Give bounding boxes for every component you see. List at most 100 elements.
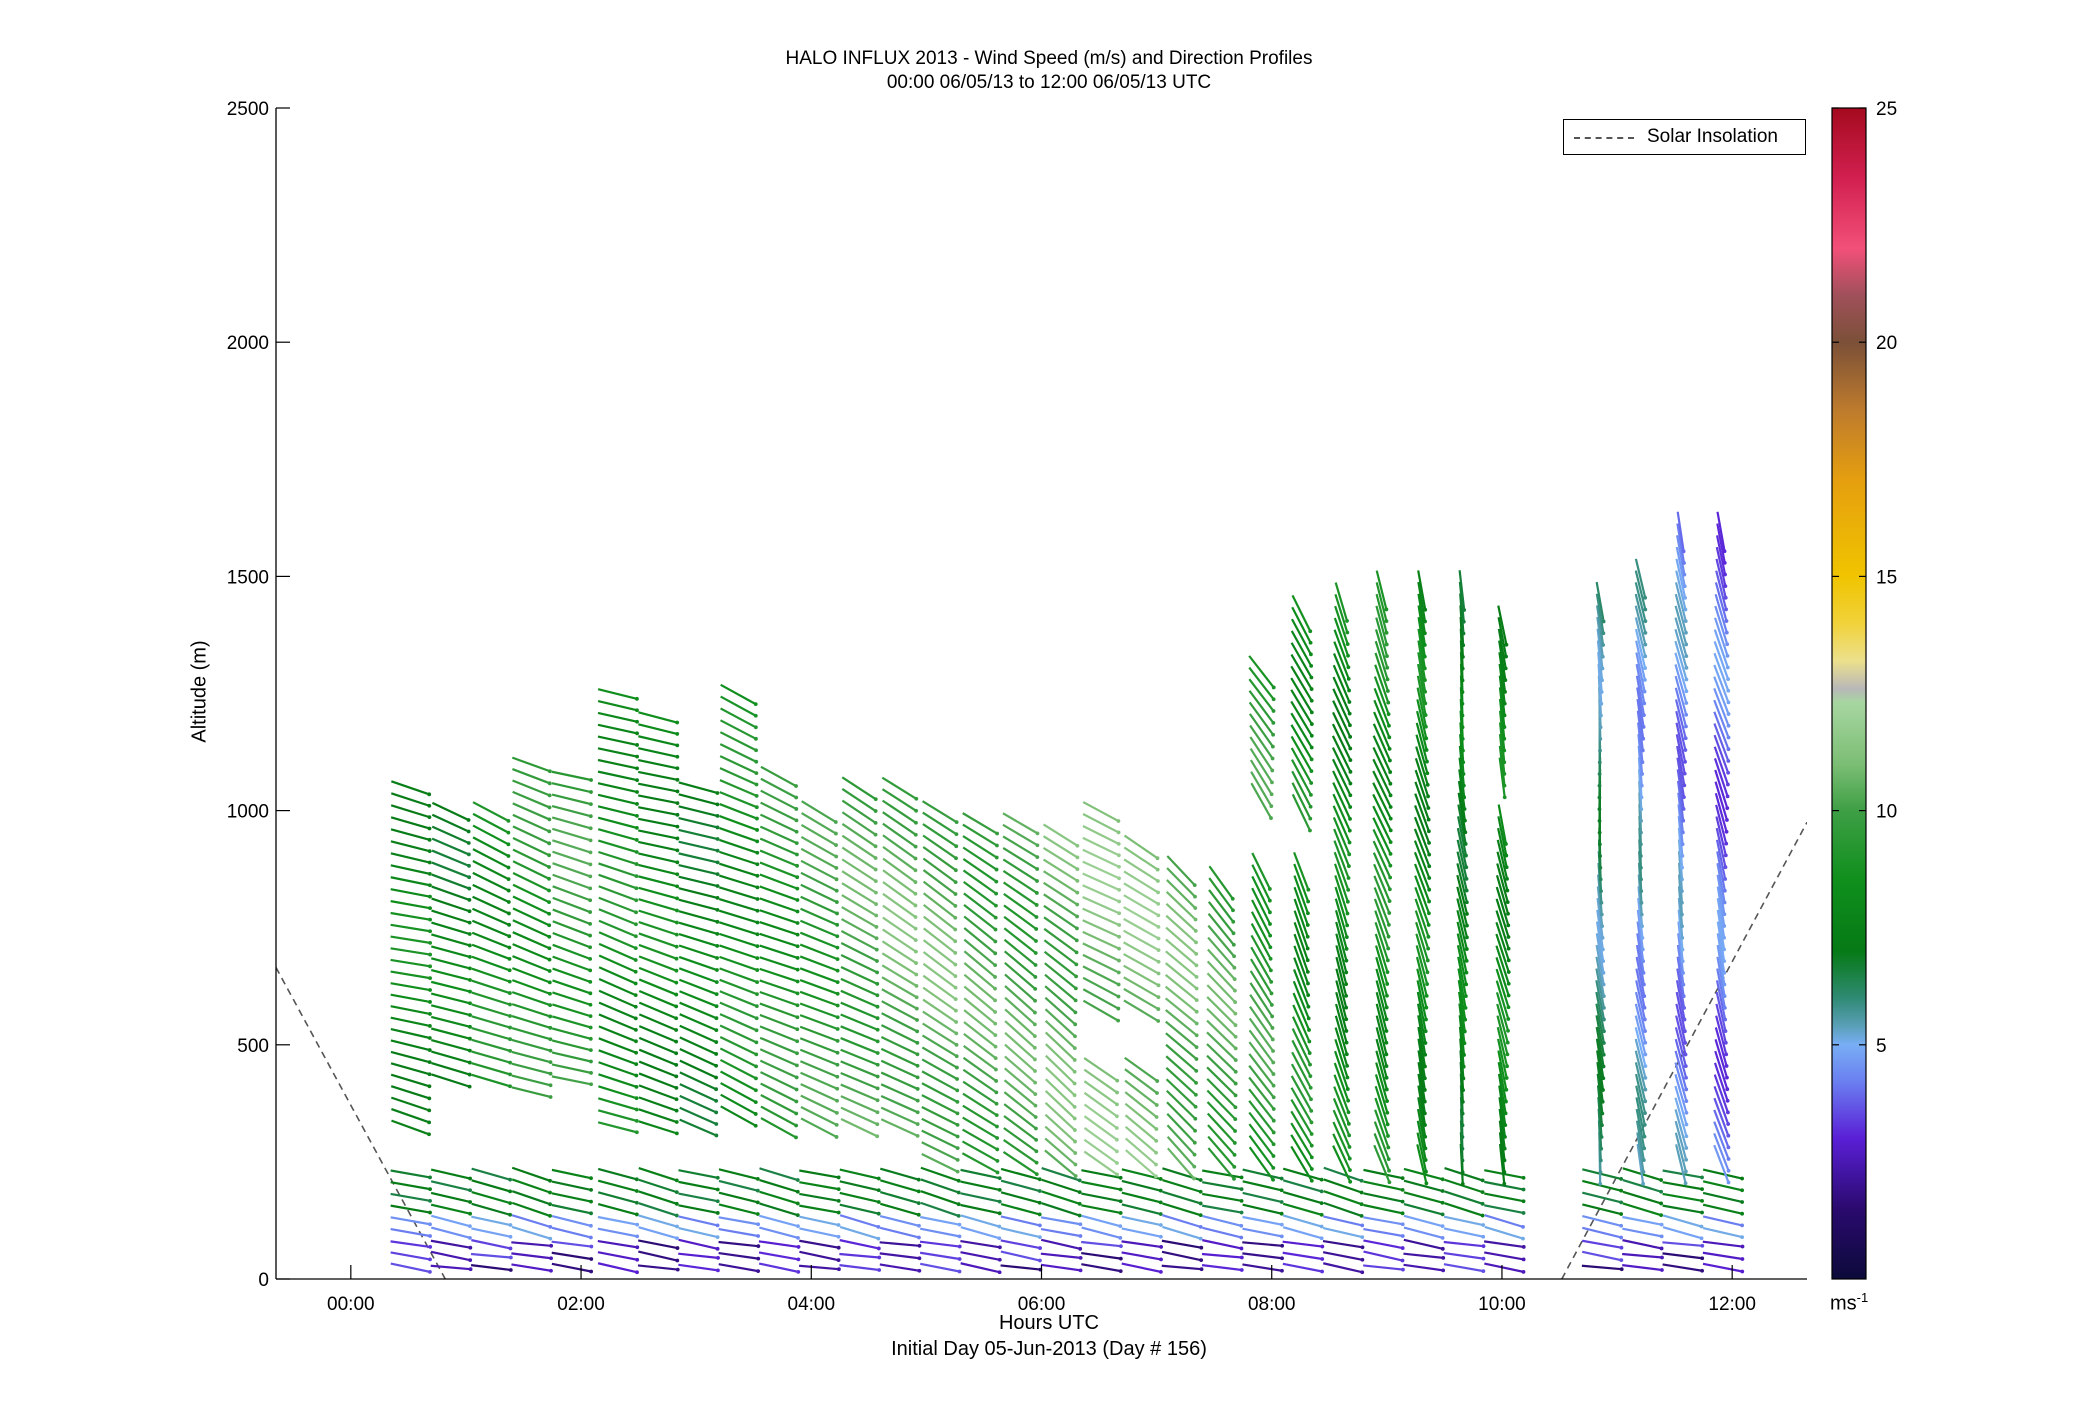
- wind-arrow: [1332, 770, 1353, 809]
- wind-arrow-shaft: [597, 735, 638, 747]
- wind-arrow-head: [1308, 640, 1313, 645]
- wind-arrow: [1595, 944, 1606, 987]
- wind-arrow-shaft: [1249, 747, 1273, 783]
- wind-arrow-head: [1460, 1099, 1465, 1104]
- wind-arrow-head: [913, 926, 918, 931]
- wind-arrow: [1415, 945, 1429, 986]
- wind-arrow-head: [1194, 1045, 1199, 1050]
- wind-arrow: [471, 1202, 513, 1217]
- wind-arrow-shaft: [719, 791, 758, 809]
- wind-arrow: [921, 1129, 960, 1151]
- wind-arrow-shaft: [638, 1214, 678, 1228]
- wind-arrow-head: [1319, 1224, 1324, 1229]
- wind-arrow-shaft: [390, 1216, 431, 1226]
- wind-arrow: [431, 933, 472, 948]
- wind-arrow-head: [1680, 854, 1685, 858]
- wind-arrow-shaft: [598, 862, 637, 878]
- wind-arrow: [921, 1046, 959, 1070]
- wind-arrow-head: [1385, 654, 1389, 659]
- wind-arrow: [1042, 870, 1080, 895]
- wind-arrow-head: [1502, 772, 1507, 776]
- wind-arrow-shaft: [1634, 991, 1647, 1032]
- wind-arrow: [551, 782, 593, 794]
- wind-arrow-shaft: [1002, 835, 1038, 859]
- wind-arrow-head: [1460, 736, 1465, 741]
- wind-arrow: [678, 967, 719, 985]
- wind-arrow-shaft: [390, 947, 431, 956]
- wind-arrow-head: [467, 955, 472, 959]
- wind-arrow: [881, 776, 919, 801]
- wind-arrow-head: [633, 993, 638, 998]
- wind-arrow-shaft: [512, 895, 550, 915]
- wind-arrow-shaft: [719, 1013, 758, 1032]
- wind-arrow-head: [994, 1067, 998, 1072]
- wind-arrow-shaft: [759, 1048, 798, 1067]
- wind-arrow: [1323, 1190, 1364, 1207]
- wind-arrow-head: [1597, 807, 1602, 812]
- wind-arrow-shaft: [1166, 879, 1197, 909]
- wind-arrow-head: [1155, 856, 1160, 861]
- wind-arrow-head: [1503, 689, 1507, 694]
- wind-arrow: [882, 869, 918, 896]
- wind-arrow-shaft: [1457, 816, 1468, 856]
- wind-arrow-shaft: [1636, 687, 1645, 728]
- wind-arrow-head: [1723, 877, 1728, 881]
- wind-arrow-head: [588, 1223, 593, 1228]
- wind-arrow-head: [795, 1039, 800, 1044]
- wind-arrow-head: [588, 874, 593, 879]
- wind-arrow: [1004, 1067, 1038, 1097]
- wind-arrow-head: [916, 1212, 921, 1217]
- wind-arrow: [1290, 735, 1314, 774]
- wind-arrow: [390, 1005, 432, 1016]
- wind-arrow: [1124, 1125, 1159, 1155]
- wind-arrow-shaft: [597, 723, 638, 735]
- wind-arrow: [1248, 1076, 1276, 1111]
- wind-arrow-shaft: [390, 1251, 431, 1261]
- wind-arrow-shaft: [511, 1038, 551, 1052]
- wind-arrow: [1082, 824, 1121, 846]
- wind-arrow-shaft: [1333, 840, 1350, 879]
- wind-arrow-shaft: [1249, 736, 1274, 772]
- wind-arrow-head: [795, 1003, 800, 1008]
- wind-arrow: [1202, 1215, 1244, 1228]
- wind-arrow-head: [1193, 906, 1198, 910]
- wind-arrow: [1498, 652, 1507, 694]
- wind-arrow-head: [1193, 1104, 1198, 1109]
- wind-arrow: [471, 1027, 512, 1042]
- wind-arrow-shaft: [840, 1037, 879, 1055]
- wind-arrow: [1044, 996, 1078, 1027]
- wind-arrow-head: [589, 1257, 594, 1261]
- wind-arrow-head: [548, 1048, 553, 1053]
- wind-arrow-shaft: [1595, 1015, 1605, 1055]
- wind-arrow-shaft: [1293, 898, 1309, 938]
- wind-arrow: [1417, 652, 1428, 694]
- wind-arrow-shaft: [471, 943, 510, 960]
- wind-arrow: [1715, 980, 1728, 1022]
- wind-arrow: [1403, 1214, 1445, 1229]
- wind-arrow-shaft: [1496, 839, 1509, 880]
- wind-arrow-shaft: [597, 793, 638, 806]
- wind-arrow: [1634, 1027, 1648, 1069]
- wind-arrow-shaft: [511, 1201, 551, 1217]
- wind-arrow-head: [634, 922, 638, 927]
- wind-arrow-head: [589, 790, 593, 794]
- wind-arrow: [963, 1033, 998, 1061]
- wind-arrow-head: [1388, 770, 1393, 774]
- wind-arrow-head: [1268, 922, 1272, 926]
- wind-arrow-shaft: [1248, 678, 1275, 712]
- wind-arrow: [1242, 1203, 1284, 1216]
- wind-arrow-head: [674, 1120, 679, 1124]
- wind-arrow-shaft: [471, 1015, 511, 1029]
- wind-arrow-head: [1601, 1052, 1606, 1057]
- wind-arrow: [1634, 617, 1648, 659]
- wind-arrow-head: [1463, 830, 1468, 835]
- wind-arrow-shaft: [1375, 980, 1388, 1020]
- wind-arrow-shaft: [839, 1239, 880, 1250]
- wind-arrow-shaft: [1293, 886, 1309, 926]
- wind-arrow-shaft: [1250, 958, 1273, 994]
- wind-arrow-shaft: [1003, 938, 1037, 966]
- wind-arrow-shaft: [1044, 985, 1077, 1014]
- wind-arrow-shaft: [638, 920, 678, 936]
- wind-arrow-head: [1118, 1235, 1123, 1240]
